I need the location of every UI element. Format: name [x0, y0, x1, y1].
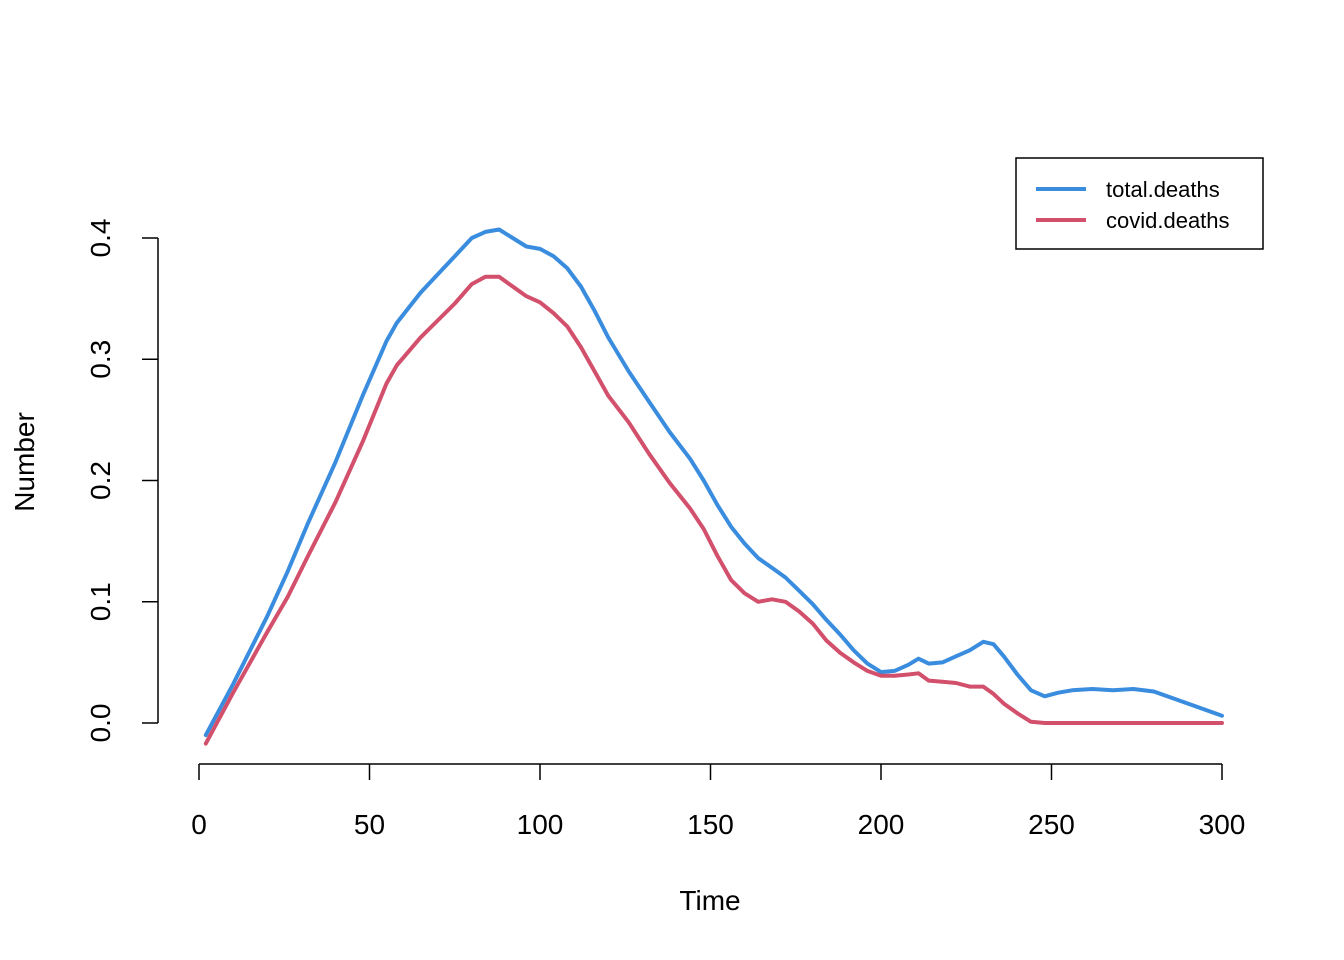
x-tick-label: 200 [858, 809, 905, 840]
y-axis-label: Number [9, 412, 40, 512]
x-tick-label: 100 [517, 809, 564, 840]
x-axis-label: Time [679, 885, 740, 916]
x-tick-label: 150 [687, 809, 734, 840]
y-axis: 0.0 0.1 0.2 0.3 0.4 [85, 219, 159, 743]
legend: total.deaths covid.deaths [1015, 157, 1264, 250]
y-tick-label: 0.0 [85, 704, 116, 743]
y-tick-label: 0.4 [85, 219, 116, 258]
y-tick-label: 0.1 [85, 582, 116, 621]
legend-label-covid-deaths: covid.deaths [1106, 208, 1230, 233]
x-tick-label: 250 [1028, 809, 1075, 840]
x-axis: 0 50 100 150 200 250 300 [191, 763, 1246, 840]
y-tick-label: 0.3 [85, 340, 116, 379]
legend-label-total-deaths: total.deaths [1106, 177, 1220, 202]
series-layer [203, 227, 1224, 746]
series-line-total-deaths [203, 227, 1224, 738]
legend-box [1015, 157, 1264, 250]
x-tick-label: 50 [354, 809, 385, 840]
series-line-covid-deaths [203, 274, 1224, 746]
x-tick-label: 0 [191, 809, 207, 840]
y-tick-label: 0.2 [85, 461, 116, 500]
x-tick-label: 300 [1199, 809, 1246, 840]
